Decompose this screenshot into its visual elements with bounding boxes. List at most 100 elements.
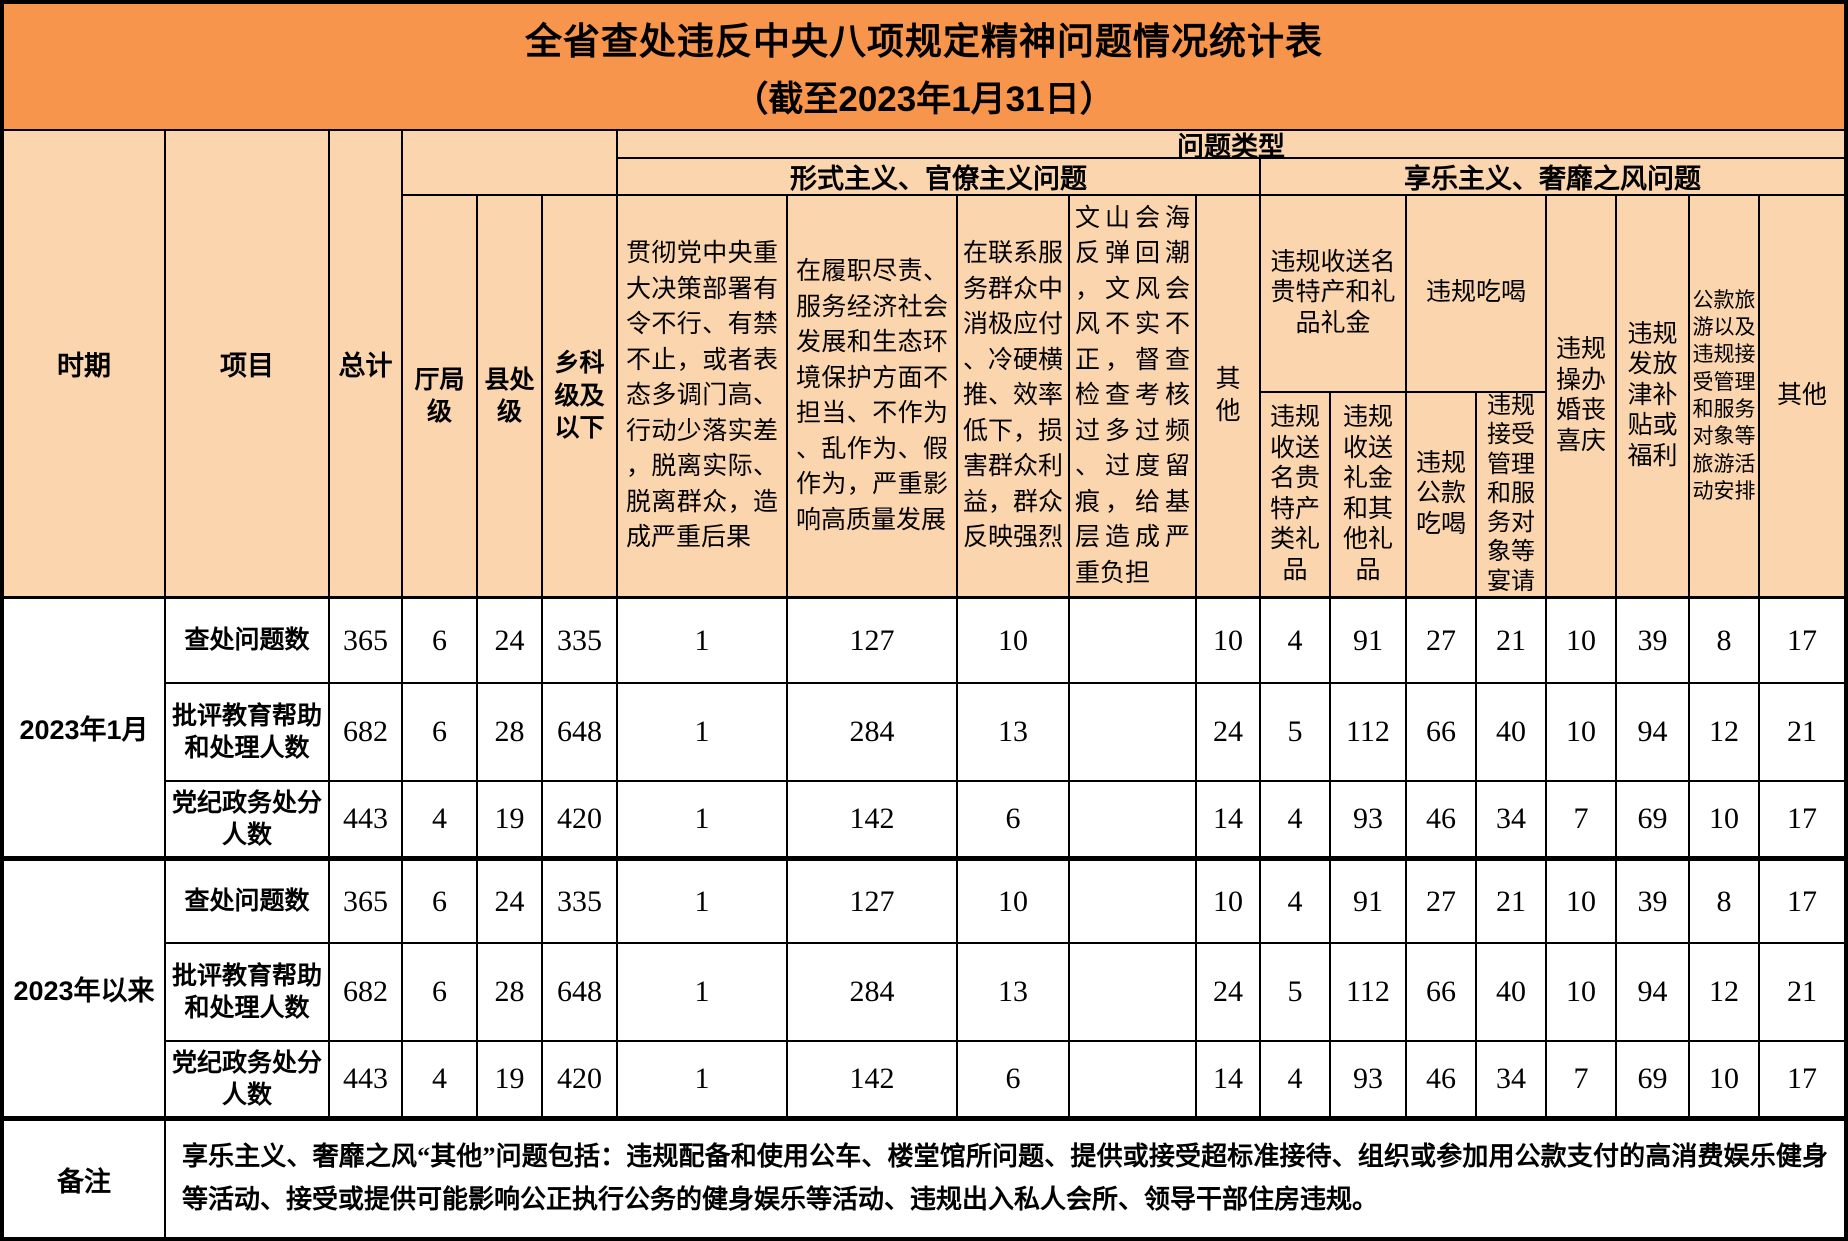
value-cell: 17: [1760, 1042, 1844, 1121]
col-header-formalism-3: 在联系服务群众中消极应付、冷硬横推、效率低下，损害群众利益，群众反映强烈: [958, 196, 1070, 599]
value-cell: [1070, 944, 1197, 1042]
value-cell: 14: [1197, 1042, 1261, 1121]
value-cell: 39: [1617, 599, 1690, 684]
group-header-dining-text: 违规吃喝: [1425, 279, 1526, 307]
col-header-hedonism-4-text: 违规接受管理和服务对象等宴请: [1487, 393, 1535, 595]
header-cell-blank: [403, 131, 618, 196]
remark-label: 备注: [4, 1121, 166, 1237]
value-cell: 443: [330, 782, 403, 861]
value-cell: 4: [1261, 1042, 1331, 1121]
value-cell: 14: [1197, 782, 1261, 861]
value-cell: 17: [1760, 861, 1844, 944]
value-cell: 5: [1261, 944, 1331, 1042]
value-cell: 93: [1331, 1042, 1407, 1121]
value-cell: 10: [1690, 1042, 1760, 1121]
value-cell: [1070, 599, 1197, 684]
value-cell: 284: [788, 944, 958, 1042]
value-cell: 10: [1690, 782, 1760, 861]
value-cell: 19: [478, 782, 543, 861]
value-cell: 1: [618, 599, 788, 684]
row-label: 批评教育帮助和处理人数: [166, 684, 330, 782]
col-header-hedonism-3-text: 违规公款吃喝: [1415, 449, 1466, 538]
value-cell: 40: [1477, 684, 1547, 782]
value-cell: 420: [543, 782, 618, 861]
value-cell: 1: [618, 1042, 788, 1121]
row-label: 党纪政务处分人数: [166, 1042, 330, 1121]
table-title-band: 全省查处违反中央八项规定精神问题情况统计表 （截至2023年1月31日）: [4, 4, 1844, 131]
col-header-formalism-other: 其他: [1197, 196, 1261, 599]
value-cell: 6: [403, 684, 478, 782]
col-header-hedonism-other-text: 其他: [1776, 381, 1827, 409]
value-cell: 6: [403, 599, 478, 684]
group-header-dining: 违规吃喝: [1407, 196, 1547, 393]
value-cell: 46: [1407, 1042, 1477, 1121]
value-cell: [1070, 782, 1197, 861]
value-cell: 5: [1261, 684, 1331, 782]
col-header-hedonism-7-text: 公款旅游以及违规接受管理和服务对象等旅游活动安排: [1692, 287, 1756, 503]
col-header-formalism-2-text: 在履职尽责、服务经济社会发展和生态环境保护方面不担当、不作为、乱作为、假作为，严…: [796, 258, 948, 534]
group-header-gifts: 违规收送名贵特产和礼品礼金: [1261, 196, 1407, 393]
value-cell: 8: [1690, 861, 1760, 944]
group-header-gifts-text: 违规收送名贵特产和礼品礼金: [1270, 248, 1396, 337]
value-cell: 19: [478, 1042, 543, 1121]
value-cell: 17: [1760, 599, 1844, 684]
value-cell: 28: [478, 684, 543, 782]
value-cell: 4: [403, 1042, 478, 1121]
row-label: 党纪政务处分人数: [166, 782, 330, 861]
value-cell: 7: [1547, 782, 1617, 861]
value-cell: 17: [1760, 782, 1844, 861]
row-label: 查处问题数: [166, 861, 330, 944]
value-cell: 127: [788, 599, 958, 684]
col-header-hedonism-4: 违规接受管理和服务对象等宴请: [1477, 393, 1547, 599]
remark-text: 享乐主义、奢靡之风“其他”问题包括：违规配备和使用公车、楼堂馆所问题、提供或接受…: [182, 1142, 1828, 1214]
header-cell-total: 总计: [330, 131, 403, 599]
value-cell: 24: [478, 861, 543, 944]
period-cell: 2023年以来: [4, 861, 166, 1121]
col-header-hedonism-6: 违规发放津补贴或福利: [1617, 196, 1690, 599]
value-cell: 21: [1477, 599, 1547, 684]
value-cell: 648: [543, 944, 618, 1042]
value-cell: 112: [1331, 944, 1407, 1042]
col-header-hedonism-other: 其他: [1760, 196, 1844, 599]
value-cell: 6: [403, 861, 478, 944]
value-cell: 27: [1407, 861, 1477, 944]
value-cell: 69: [1617, 782, 1690, 861]
value-cell: 420: [543, 1042, 618, 1121]
value-cell: 4: [403, 782, 478, 861]
row-label: 批评教育帮助和处理人数: [166, 944, 330, 1042]
value-cell: 127: [788, 861, 958, 944]
value-cell: 40: [1477, 944, 1547, 1042]
value-cell: 682: [330, 944, 403, 1042]
value-cell: 443: [330, 1042, 403, 1121]
col-header-hedonism-1: 违规收送名贵特产类礼品: [1261, 393, 1331, 599]
col-header-formalism-4-text: 文山会海反弹回潮，文风会风不实不正，督查检查考核过多过频、过度留痕，给基层造成严…: [1075, 204, 1190, 587]
value-cell: 28: [478, 944, 543, 1042]
value-cell: 12: [1690, 684, 1760, 782]
value-cell: 7: [1547, 1042, 1617, 1121]
value-cell: 10: [1547, 861, 1617, 944]
col-header-hedonism-5: 违规操办婚丧喜庆: [1547, 196, 1617, 599]
value-cell: 10: [1547, 944, 1617, 1042]
value-cell: 13: [958, 684, 1070, 782]
col-header-hedonism-5-text: 违规操办婚丧喜庆: [1555, 336, 1606, 455]
value-cell: [1070, 1042, 1197, 1121]
header-cell-period: 时期: [4, 131, 166, 599]
value-cell: 94: [1617, 944, 1690, 1042]
value-cell: 1: [618, 944, 788, 1042]
value-cell: 6: [958, 782, 1070, 861]
value-cell: 365: [330, 599, 403, 684]
header-cell-rank-tingju: 厅局级: [403, 196, 478, 599]
value-cell: 365: [330, 861, 403, 944]
value-cell: 6: [958, 1042, 1070, 1121]
header-cell-item: 项目: [166, 131, 330, 599]
value-cell: 1: [618, 684, 788, 782]
value-cell: [1070, 861, 1197, 944]
value-cell: [1070, 684, 1197, 782]
col-header-hedonism-6-text: 违规发放津补贴或福利: [1627, 320, 1678, 470]
header-cell-rank-xianchu: 县处级: [478, 196, 543, 599]
value-cell: 284: [788, 684, 958, 782]
value-cell: 142: [788, 1042, 958, 1121]
value-cell: 27: [1407, 599, 1477, 684]
value-cell: 4: [1261, 861, 1331, 944]
